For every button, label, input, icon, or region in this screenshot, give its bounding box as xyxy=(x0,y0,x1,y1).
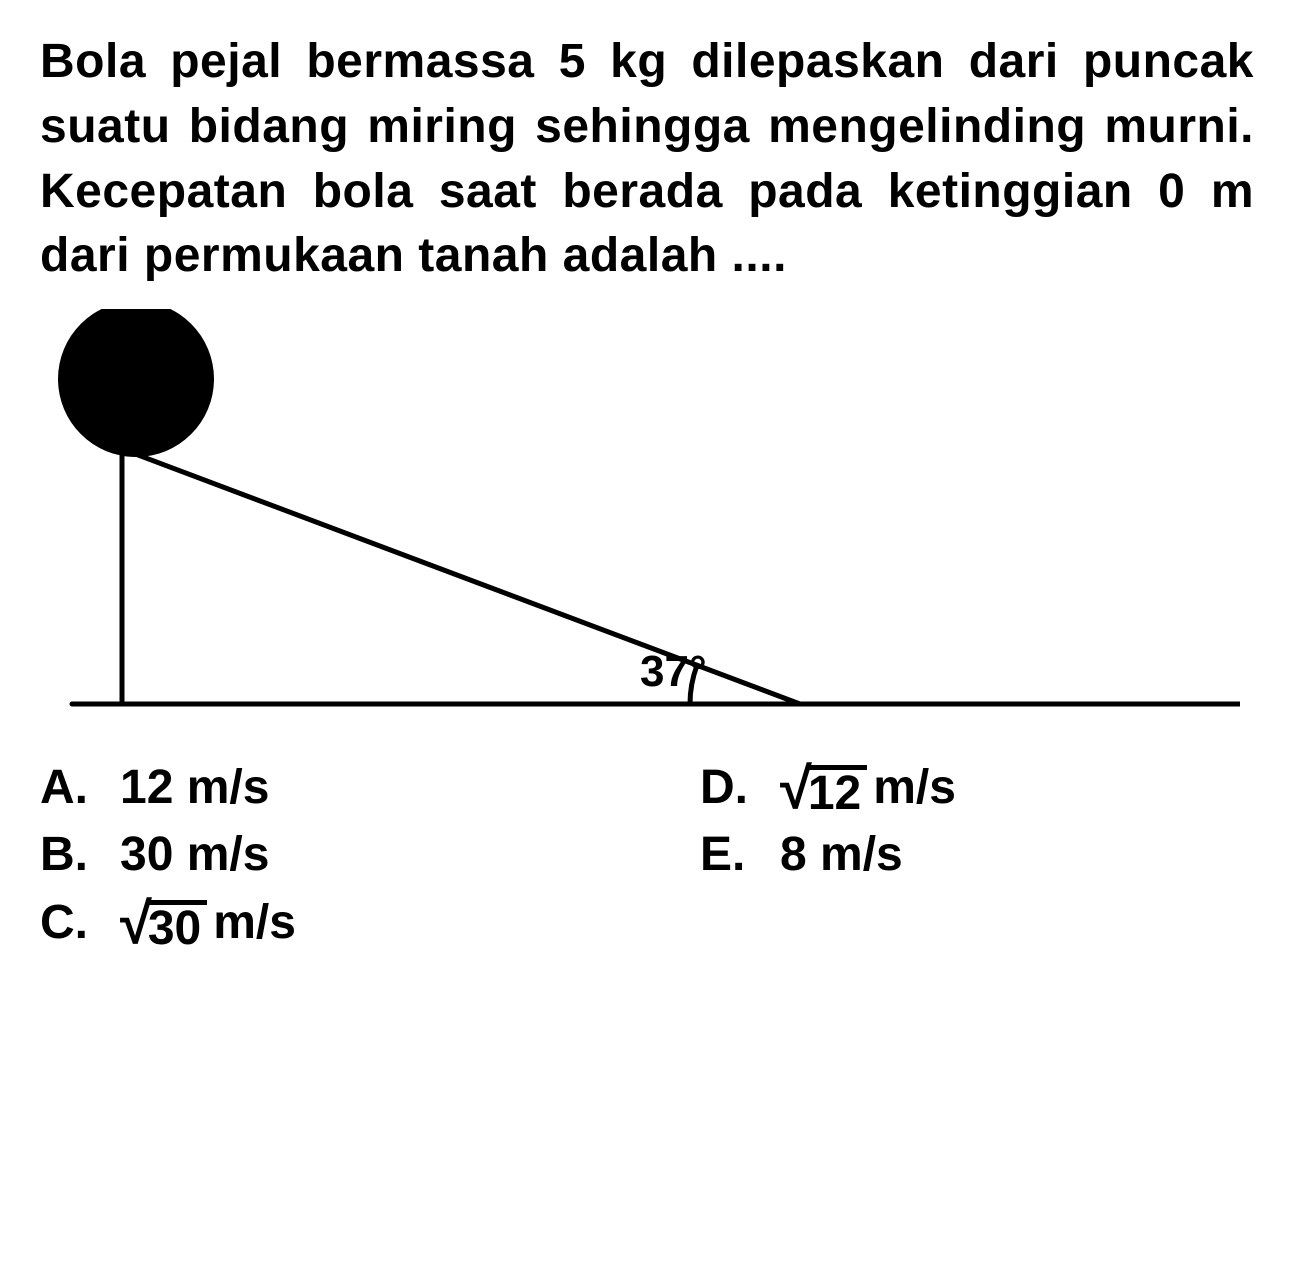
answer-value: 12 m/s xyxy=(120,754,269,821)
answer-option: A.12 m/s xyxy=(40,754,700,821)
question-text: Bola pejal bermassa 5 kg dilepaskan dari… xyxy=(40,30,1254,289)
answer-letter: C. xyxy=(40,889,120,956)
answer-unit: m/s xyxy=(873,754,956,821)
answer-value: 30 m/s xyxy=(120,821,269,888)
answer-value: √12 m/s xyxy=(780,754,956,821)
answer-option: E.8 m/s xyxy=(700,821,1254,888)
answer-option: B.30 m/s xyxy=(40,821,700,888)
answer-letter: D. xyxy=(700,754,780,821)
sqrt-expression: √12 xyxy=(780,761,867,814)
answer-value: √30 m/s xyxy=(120,889,296,956)
sqrt-radicand: 12 xyxy=(806,765,867,818)
answer-options: A.12 m/sB.30 m/sC.√30 m/s D.√12 m/sE.8 m… xyxy=(40,754,1254,956)
answer-letter: E. xyxy=(700,821,780,888)
sqrt-radicand: 30 xyxy=(146,900,207,953)
answer-value: 8 m/s xyxy=(780,821,903,888)
ball-icon xyxy=(58,309,214,457)
answer-option: D.√12 m/s xyxy=(700,754,1254,821)
sqrt-expression: √30 xyxy=(120,896,207,949)
answer-option: C.√30 m/s xyxy=(40,889,700,956)
answer-letter: B. xyxy=(40,821,120,888)
answer-unit: m/s xyxy=(213,889,296,956)
answer-letter: A. xyxy=(40,754,120,821)
angle-label: 37° xyxy=(640,647,707,696)
incline-diagram: 37° xyxy=(40,309,1254,744)
